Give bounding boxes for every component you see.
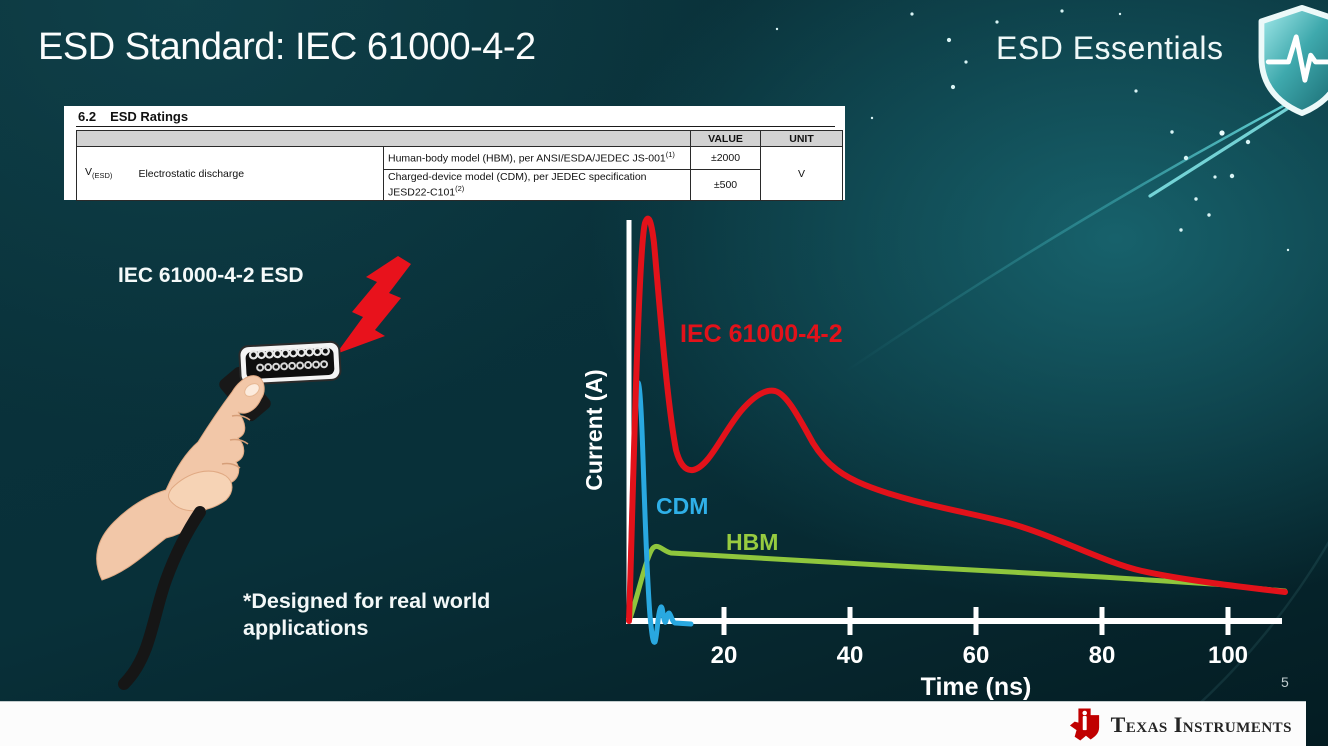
esd-ratings-panel: 6.2 ESD Ratings VALUE UNIT V(ESD) Electro…: [64, 106, 845, 201]
section-title: ESD Ratings: [110, 109, 189, 124]
hand-connector-illustration: [96, 256, 411, 690]
table-header-row: VALUE UNIT: [76, 130, 843, 147]
ti-bug-icon: [1069, 708, 1099, 741]
shield-pulse-icon: [1258, 4, 1328, 116]
hbm-value: ±2000: [690, 146, 761, 170]
cdm-description: Charged-device model (CDM), per JEDEC sp…: [383, 169, 691, 201]
hbm-description: Human-body model (HBM), per ANSI/ESDA/JE…: [383, 146, 691, 170]
hand-illustration: [96, 375, 265, 581]
program-badge: ESD Essentials: [996, 30, 1224, 66]
star-dots: [775, 9, 1290, 252]
comet-streak: [844, 80, 1328, 374]
parameter-symbol: V(ESD): [85, 166, 113, 181]
hbm-curve: [626, 543, 1288, 624]
header-value: VALUE: [690, 130, 761, 147]
svg-text:100: 100: [1208, 642, 1248, 669]
hdmi-connector: [238, 340, 342, 386]
parameter-cell: V(ESD) Electrostatic discharge: [76, 146, 384, 201]
table-row: V(ESD) Electrostatic discharge Human-bod…: [76, 146, 843, 201]
table-section-heading: 6.2 ESD Ratings: [76, 108, 835, 127]
table-row: Charged-device model (CDM), per JEDEC sp…: [77, 169, 843, 201]
esd-ratings-table: VALUE UNIT V(ESD) Electrostatic discharg…: [76, 130, 843, 201]
iec-series-label: IEC 61000-4-2: [680, 320, 843, 348]
cable: [118, 506, 206, 690]
page-title: ESD Standard: IEC 61000-4-2: [38, 26, 536, 68]
cdm-value: ±500: [690, 169, 761, 201]
header-unit: UNIT: [760, 130, 843, 147]
svg-text:40: 40: [837, 642, 864, 669]
svg-text:80: 80: [1089, 642, 1116, 669]
y-axis-label: Current (A): [581, 369, 607, 490]
parameter-name: Electrostatic discharge: [138, 167, 245, 180]
footer-bar: Texas Instruments: [0, 701, 1306, 746]
brand-name: Texas Instruments: [1110, 711, 1292, 737]
unit-cell: V: [760, 146, 843, 201]
lightning-bolt-icon: [336, 256, 411, 354]
svg-text:20: 20: [711, 642, 738, 669]
illustration-caption: IEC 61000-4-2 ESD: [118, 264, 304, 287]
x-tick-labels: 20 40 60 80 100: [711, 642, 1248, 669]
section-number: 6.2: [78, 109, 97, 124]
iec-curve: [626, 215, 1288, 624]
page-number: 5: [1281, 674, 1289, 690]
x-axis-label: Time (ns): [921, 673, 1032, 701]
svg-text:60: 60: [963, 642, 990, 669]
esd-waveform-chart: IEC 61000-4-2 CDM HBM Current (A) 20 40 …: [581, 215, 1288, 701]
texas-instruments-logo: Texas Instruments: [1069, 707, 1306, 742]
cdm-series-label: CDM: [656, 493, 708, 519]
hbm-series-label: HBM: [726, 529, 778, 555]
fingernail: [244, 383, 260, 397]
header-empty-cell: [76, 130, 691, 147]
footnote: *Designed for real world applications: [243, 589, 491, 640]
x-axis-ticks: [721, 607, 1231, 635]
